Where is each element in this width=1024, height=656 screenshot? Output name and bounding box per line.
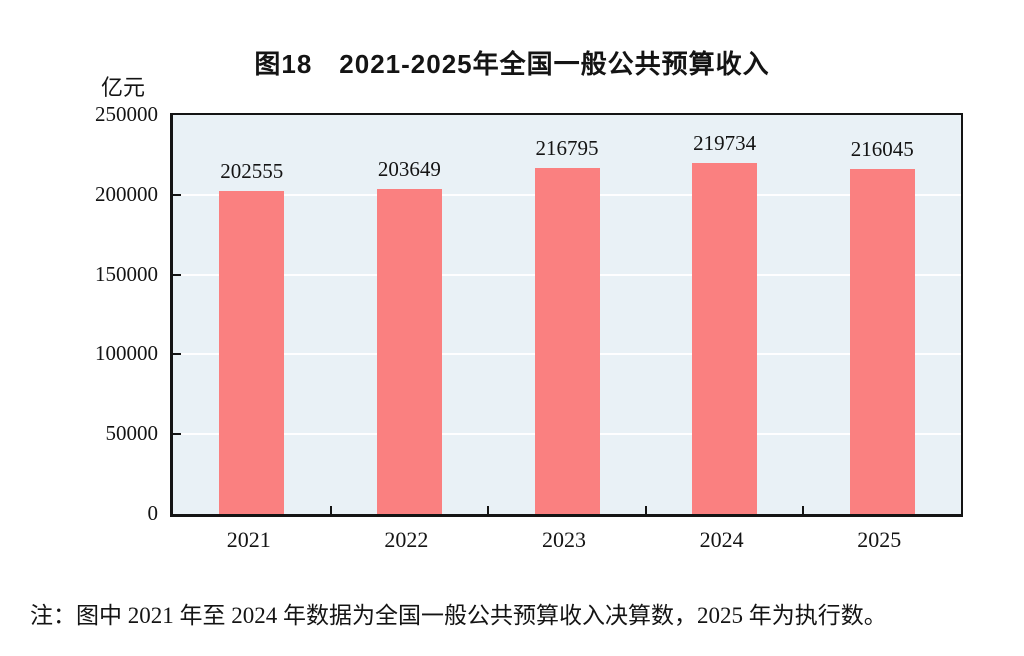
y-axis-tick-mark	[173, 433, 181, 436]
y-axis-tick-mark	[173, 193, 181, 196]
bar-value-label: 216795	[535, 135, 599, 160]
bar	[219, 190, 285, 514]
y-axis-unit-label: 亿元	[101, 75, 146, 100]
x-axis-tick-mark	[487, 506, 490, 514]
y-axis-tick-label: 0	[147, 501, 159, 525]
bar	[376, 188, 442, 514]
bar-value-label: 219734	[693, 131, 757, 156]
y-axis-tick-mark	[173, 273, 181, 276]
x-axis-tick-label: 2023	[542, 527, 586, 552]
bar-value-label: 203649	[377, 156, 441, 181]
x-axis-tick-mark	[329, 506, 332, 514]
x-axis-tick-mark	[644, 506, 647, 514]
chart-title: 图18 2021-2025年全国一般公共预算收入	[254, 49, 770, 79]
bar-value-label: 202555	[220, 158, 284, 183]
bar	[534, 167, 600, 514]
x-axis-tick-label: 2025	[857, 527, 902, 552]
x-axis-tick-label: 2024	[699, 527, 744, 552]
chart-footnote: 注：图中 2021 年至 2024 年数据为全国一般公共预算收入决算数，2025…	[30, 603, 887, 628]
plot-area: 202555 203649 216795 219734 216045	[170, 113, 963, 517]
y-axis-tick-label: 100000	[95, 341, 158, 366]
x-axis-tick-label: 2022	[384, 527, 429, 552]
bar-value-label: 216045	[850, 137, 914, 162]
x-axis-labels: 2021 2022 2023 2024 2025	[170, 519, 963, 552]
bar	[849, 169, 915, 514]
y-axis-tick-label: 150000	[95, 261, 158, 286]
y-axis-tick-mark	[173, 353, 181, 356]
y-axis-tick-label: 200000	[95, 181, 158, 206]
x-axis-tick-mark	[802, 506, 805, 514]
y-axis-tick-label: 50000	[105, 421, 159, 446]
bar	[692, 163, 758, 514]
x-axis-tick-label: 2021	[226, 527, 271, 552]
y-axis-labels: 0 50000 100000 150000 200000 250000	[0, 102, 159, 525]
y-axis-tick-label: 250000	[95, 102, 158, 126]
